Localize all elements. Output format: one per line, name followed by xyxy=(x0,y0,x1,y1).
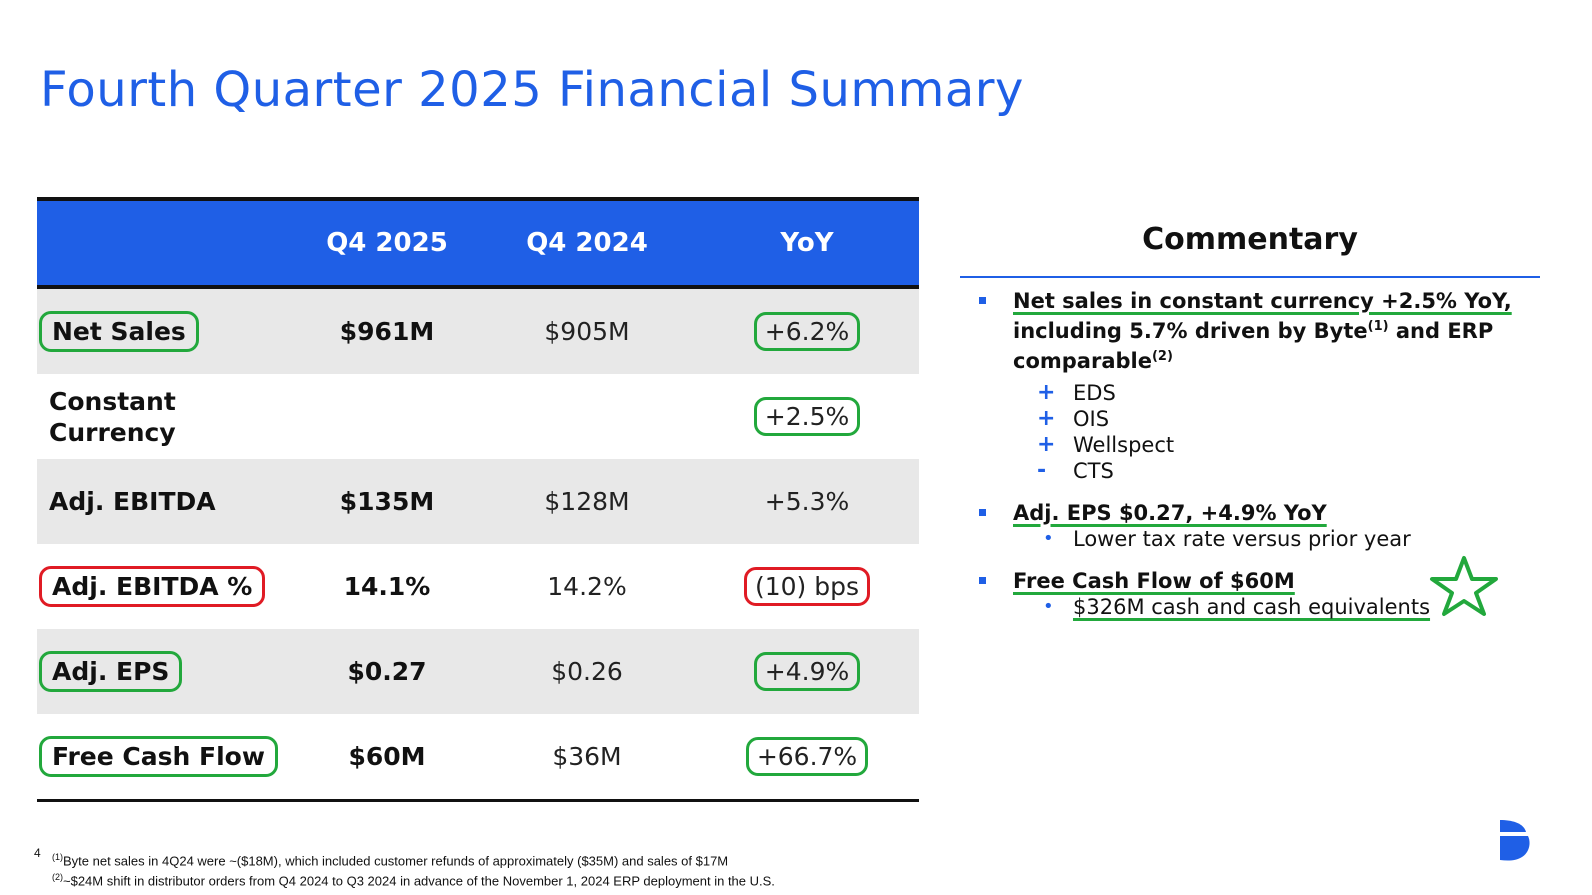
table-row: Adj. EBITDA % 14.1% 14.2% (10) bps xyxy=(37,544,919,629)
row-label-cell: Adj. EBITDA % xyxy=(39,544,299,629)
bullet-text: including 5.7% driven by Byte xyxy=(1013,319,1368,343)
sub-item: • Lower tax rate versus prior year xyxy=(1013,526,1535,552)
value-q4-2024: $128M xyxy=(544,487,630,516)
sub-item-text: Wellspect xyxy=(1073,433,1175,457)
value-q4-2025: $60M xyxy=(348,742,426,771)
commentary-bullet: Adj. EPS $0.27, +4.9% YoY • Lower tax rat… xyxy=(975,500,1535,552)
table-row: Adj. EPS $0.27 $0.26 +4.9% xyxy=(37,629,919,714)
footnote-marker: (1) xyxy=(52,852,63,862)
value-q4-2025: $0.27 xyxy=(347,657,427,686)
row-label-line: Currency xyxy=(49,417,176,447)
row-label-cell: Adj. EPS xyxy=(39,629,299,714)
row-label: Constant Currency xyxy=(49,374,299,459)
bullet-heading: Net sales in constant currency +2.5% YoY… xyxy=(1013,288,1535,374)
table-row: Constant Currency +2.5% xyxy=(37,374,919,459)
value-yoy: +66.7% xyxy=(745,737,869,776)
footnote-1: (1)Byte net sales in 4Q24 were ~($18M), … xyxy=(52,849,775,869)
sub-item: + EDS xyxy=(1013,380,1535,406)
bullet-heading: Free Cash Flow of $60M xyxy=(1013,568,1535,594)
page-title: Fourth Quarter 2025 Financial Summary xyxy=(40,62,1024,118)
sub-item-text: CTS xyxy=(1073,459,1114,483)
sub-item: + Wellspect xyxy=(1013,432,1535,458)
table-bottom-rule xyxy=(37,799,919,802)
footnotes: (1)Byte net sales in 4Q24 were ~($18M), … xyxy=(52,849,775,890)
value-q4-2024: $905M xyxy=(544,317,630,346)
table-header: Q4 2025 Q4 2024 YoY xyxy=(37,197,919,289)
minus-icon: - xyxy=(1037,458,1047,483)
row-label-cell: Net Sales xyxy=(39,289,299,374)
bullet-square-icon xyxy=(979,509,986,516)
value-yoy: +5.3% xyxy=(764,487,850,516)
highlight-underline: Adj. EPS $0.27, +4.9% YoY xyxy=(1013,501,1327,525)
bullet-heading: Adj. EPS $0.27, +4.9% YoY xyxy=(1013,500,1535,526)
yoy-cell: (10) bps xyxy=(707,544,907,629)
company-logo-icon xyxy=(1500,820,1530,861)
value-yoy: +2.5% xyxy=(753,397,861,436)
yoy-cell: +2.5% xyxy=(707,374,907,459)
commentary-list: Net sales in constant currency +2.5% YoY… xyxy=(975,288,1535,634)
sub-item-text: Lower tax rate versus prior year xyxy=(1073,527,1411,551)
commentary-bullet: Free Cash Flow of $60M • $326M cash and c… xyxy=(975,568,1535,620)
footnote-2: (2)~$24M shift in distributor orders fro… xyxy=(52,869,775,889)
table-row: Net Sales $961M $905M +6.2% xyxy=(37,289,919,374)
table-row: Adj. EBITDA $135M $128M +5.3% xyxy=(37,459,919,544)
bullet-square-icon xyxy=(979,297,986,304)
bullet-text: and ERP xyxy=(1388,319,1494,343)
highlight-underline: Net sales in constant currency +2.5% YoY… xyxy=(1013,289,1512,313)
plus-icon: + xyxy=(1037,432,1056,457)
value-yoy: +6.2% xyxy=(753,312,861,351)
bullet-square-icon xyxy=(979,577,986,584)
row-label-cell: Free Cash Flow xyxy=(39,714,299,799)
star-icon xyxy=(1430,556,1498,616)
footnote-marker: (2) xyxy=(52,872,63,883)
table-row: Free Cash Flow $60M $36M +66.7% xyxy=(37,714,919,799)
yoy-cell: +6.2% xyxy=(707,289,907,374)
sub-item: - CTS xyxy=(1013,458,1535,484)
value-yoy: (10) bps xyxy=(743,567,871,606)
yoy-cell: +4.9% xyxy=(707,629,907,714)
commentary-heading: Commentary xyxy=(1142,222,1358,257)
sub-item: • $326M cash and cash equivalents xyxy=(1013,594,1535,620)
row-label: Net Sales xyxy=(39,311,199,352)
highlight-underline: Free Cash Flow of $60M xyxy=(1013,569,1295,593)
header-q4-2025: Q4 2025 xyxy=(326,228,448,258)
value-q4-2024: 14.2% xyxy=(547,572,627,601)
dot-bullet-icon: • xyxy=(1043,596,1054,617)
value-q4-2025: $135M xyxy=(339,487,435,516)
footnote-ref: (2) xyxy=(1151,349,1173,364)
value-q4-2024: $0.26 xyxy=(551,657,623,686)
value-q4-2025: $961M xyxy=(339,317,435,346)
bullet-text: comparable xyxy=(1013,349,1152,373)
header-q4-2024: Q4 2024 xyxy=(526,228,648,258)
value-q4-2025: 14.1% xyxy=(343,572,431,601)
sub-item-text: OIS xyxy=(1073,407,1110,431)
footnote-text: Byte net sales in 4Q24 were ~($18M), whi… xyxy=(63,853,729,869)
value-q4-2024: $36M xyxy=(552,742,622,771)
financial-summary-table: Q4 2025 Q4 2024 YoY Net Sales $961M $905… xyxy=(37,197,919,802)
row-label: Adj. EBITDA % xyxy=(39,566,266,607)
sub-item-text: EDS xyxy=(1073,381,1116,405)
sub-item-text: $326M cash and cash equivalents xyxy=(1073,595,1431,619)
footnote-text: ~$24M shift in distributor orders from Q… xyxy=(63,873,775,889)
sub-item: + OIS xyxy=(1013,406,1535,432)
dot-bullet-icon: • xyxy=(1043,528,1054,549)
plus-icon: + xyxy=(1037,406,1056,431)
plus-icon: + xyxy=(1037,380,1056,405)
page-number: 4 xyxy=(34,846,41,860)
commentary-divider xyxy=(960,276,1540,278)
footnote-ref: (1) xyxy=(1367,319,1389,334)
commentary-bullet: Net sales in constant currency +2.5% YoY… xyxy=(975,288,1535,484)
row-label: Adj. EBITDA xyxy=(49,487,216,516)
yoy-cell: +66.7% xyxy=(707,714,907,799)
row-label: Free Cash Flow xyxy=(39,736,278,777)
value-yoy: +4.9% xyxy=(753,652,861,691)
row-label: Adj. EPS xyxy=(39,651,183,692)
header-yoy: YoY xyxy=(780,228,834,258)
row-label-line: Constant xyxy=(49,386,176,416)
